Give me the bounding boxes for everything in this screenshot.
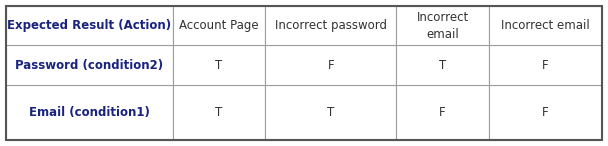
Bar — [173, 45, 265, 85]
Bar — [396, 6, 489, 45]
Text: F: F — [542, 106, 548, 119]
Text: T: T — [439, 59, 446, 72]
Bar — [6, 85, 173, 140]
Bar — [6, 6, 173, 45]
Bar — [396, 85, 489, 140]
Text: Incorrect password: Incorrect password — [275, 19, 387, 32]
Bar — [173, 6, 265, 45]
Text: Account Page: Account Page — [179, 19, 259, 32]
Bar — [489, 85, 602, 140]
Text: Email (condition1): Email (condition1) — [29, 106, 150, 119]
Bar — [396, 45, 489, 85]
Text: Password (condition2): Password (condition2) — [15, 59, 164, 72]
Text: T: T — [215, 106, 223, 119]
Text: T: T — [327, 106, 334, 119]
Text: F: F — [542, 59, 548, 72]
Bar — [265, 85, 396, 140]
Text: F: F — [328, 59, 334, 72]
Bar — [173, 85, 265, 140]
Text: Expected Result (Action): Expected Result (Action) — [7, 19, 171, 32]
Text: F: F — [439, 106, 446, 119]
Text: Incorrect
email: Incorrect email — [416, 11, 469, 41]
Bar — [6, 45, 173, 85]
Text: Incorrect email: Incorrect email — [501, 19, 590, 32]
Bar — [489, 6, 602, 45]
Bar — [265, 6, 396, 45]
Bar — [265, 45, 396, 85]
Bar — [489, 45, 602, 85]
Text: T: T — [215, 59, 223, 72]
